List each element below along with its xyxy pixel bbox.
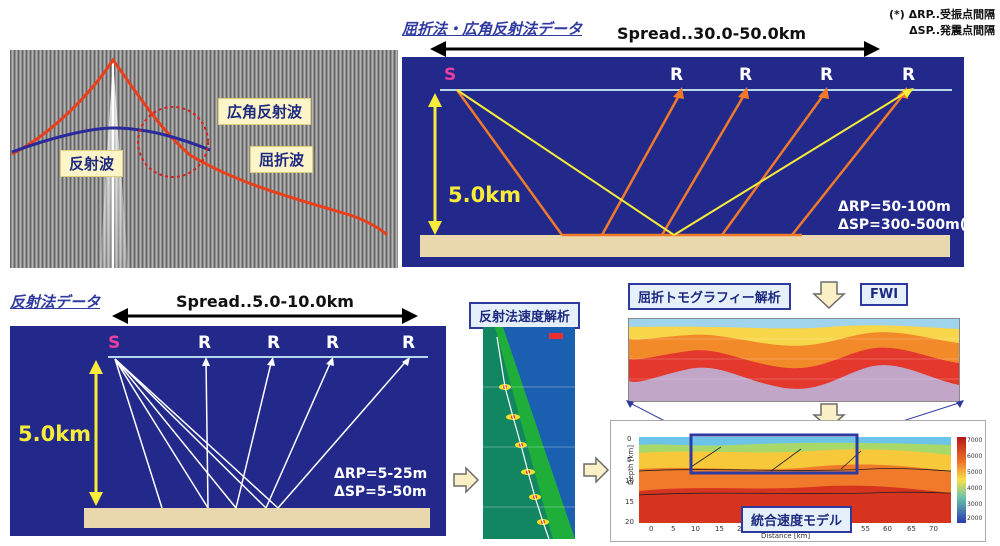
velocity-analysis-image [483,327,575,539]
source-marker: S [444,65,457,85]
tomography-graphic [629,319,959,401]
model-x-tick: 0 [649,525,654,533]
velocity-analysis-graphic [483,327,575,539]
receiver-marker: R [670,65,684,85]
bottom-spread-label: Spread..5.0-10.0km [173,292,357,311]
flow-arrow-icon [453,466,480,494]
model-x-tick: 10 [691,525,700,533]
wide-angle-reflection-label: 広角反射波 [218,98,312,125]
source-marker: S [108,333,121,353]
model-x-tick: 5 [671,525,676,533]
flow-arrow-icon [583,456,610,484]
model-y-tick: 15 [625,498,634,506]
receiver-spacing: ΔRP=5-25m [334,466,428,482]
receiver-marker: R [902,65,916,85]
colorbar-tick: 7000 [967,437,983,444]
shot-spacing: ΔSP=5-50m [334,484,427,500]
reflection-curve [11,126,211,154]
refraction-tomography-title: 屈折トモグラフィー解析 [628,283,791,310]
wide-angle-highlight-circle [137,106,209,178]
tomography-image [628,318,960,402]
model-x-tick: 55 [861,525,870,533]
top-spread-arrow [430,41,880,57]
shot-spacing: ΔSP=300-500m(*) [838,217,980,233]
colorbar-tick: 6000 [967,453,983,460]
integrated-model-title: 統合速度モデル [741,506,853,533]
footnote: (*) ΔRP..受振点間隔 ΔSP..発震点間隔 [855,6,995,38]
top-spread-label: Spread..30.0-50.0km [614,24,810,43]
refraction-wide-angle-title: 屈折法・広角反射法データ [402,20,583,38]
model-y-tick: 0 [627,435,632,443]
footnote-line-1: (*) ΔRP..受振点間隔 [888,8,995,21]
reflection-survey-panel: S R R R R 5.0km ΔRP=5-25m ΔSP=5-50m [10,326,446,536]
depth-label: 5.0km [18,422,92,446]
down-arrow-icon [812,281,846,310]
receiver-marker: R [326,333,340,353]
reflector-layer [84,508,430,528]
depth-label: 5.0km [448,183,522,207]
seismic-record-graphic [10,50,398,268]
model-y-tick: 5 [627,456,632,464]
model-x-label: Distance [km] [761,532,811,540]
fwi-label: FWI [860,283,909,306]
receiver-spacing: ΔRP=50-100m [838,199,951,215]
colorbar-tick: 4000 [967,485,983,492]
reflection-wave-label: 反射波 [60,150,124,177]
footnote-line-2: ΔSP..発震点間隔 [909,24,995,37]
model-x-tick: 60 [883,525,892,533]
refraction-ray-diagram [420,87,952,257]
reflection-data-title: 反射法データ [10,293,101,311]
refraction-wave-label: 屈折波 [250,146,314,173]
receiver-marker: R [739,65,753,85]
colorbar-tick: 3000 [967,501,983,508]
colorbar [957,437,966,523]
refraction-curve [11,57,389,237]
receiver-marker: R [820,65,834,85]
model-y-tick: 20 [625,518,634,526]
receiver-marker: R [267,333,281,353]
colorbar-tick: 2000 [967,515,983,522]
model-y-tick: 10 [625,477,634,485]
integrated-velocity-model: Depth [km] Distance [km] 0 5 10 15 20 0 … [610,420,986,542]
velocity-model-graphic [638,433,966,523]
reflection-ray-diagram [84,356,430,528]
overlap-highlight-box [689,433,859,475]
model-x-tick: 65 [907,525,916,533]
bottom-spread-arrow [112,308,418,324]
model-x-tick: 70 [929,525,938,533]
colorbar-tick: 5000 [967,469,983,476]
model-x-tick: 15 [715,525,724,533]
refraction-survey-panel: S R R R R 5.0km ΔRP=50-100m ΔSP=300-500m… [402,57,980,267]
receiver-marker: R [402,333,416,353]
refractor-layer [420,235,950,257]
seismic-record-image [10,50,398,268]
receiver-marker: R [198,333,212,353]
velocity-analysis-title: 反射法速度解析 [469,302,581,329]
